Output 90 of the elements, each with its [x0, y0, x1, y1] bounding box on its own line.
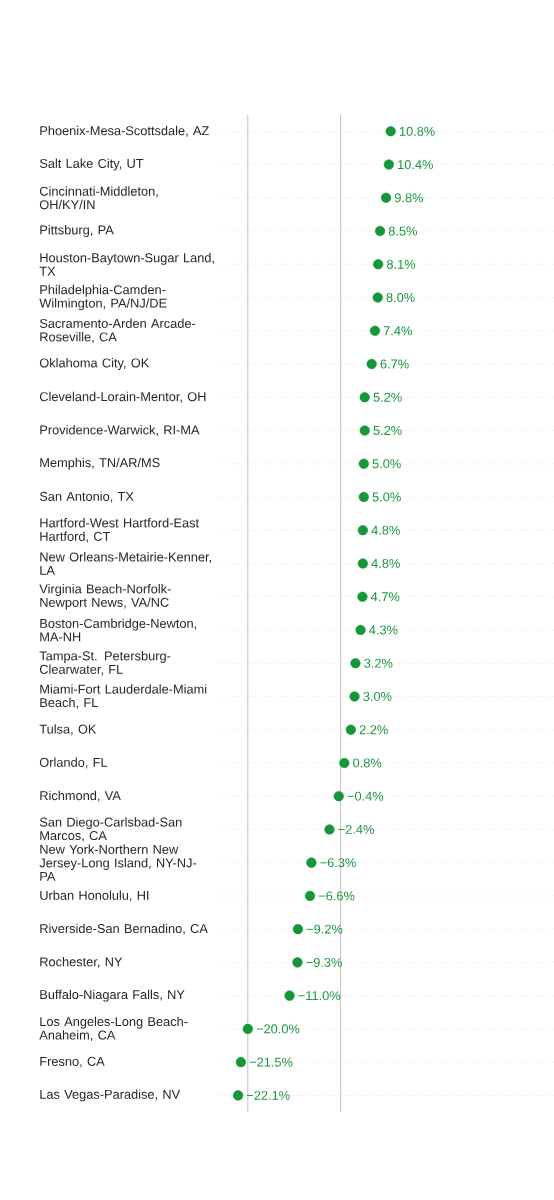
point	[339, 757, 350, 769]
point	[369, 325, 380, 336]
data-label: 5.0%	[372, 459, 401, 469]
point	[235, 1057, 246, 1068]
data-label: 7.4%	[383, 326, 412, 336]
data-label: −21.5%	[249, 1057, 293, 1067]
data-label: 9.8%	[394, 193, 423, 203]
point	[355, 624, 366, 636]
y-tick-label: Pittsburg, PA	[40, 225, 114, 237]
data-label: −20.0%	[256, 1024, 300, 1034]
data-label: 8.1%	[386, 259, 415, 269]
data-label: −9.3%	[306, 957, 342, 967]
y-tick-label: Boston-Cambridge-Newton, MA-NH	[40, 618, 196, 642]
data-label: 8.5%	[388, 226, 417, 236]
y-tick-label: New Orleans-Metairie-Kenner, LA	[40, 552, 211, 575]
point	[372, 259, 384, 270]
point	[357, 525, 368, 536]
data-label: −9.2%	[306, 924, 343, 934]
point	[385, 126, 396, 137]
data-label: −0.4%	[347, 791, 384, 801]
y-tick-label: Rochester, NY	[40, 956, 123, 968]
point	[292, 957, 303, 968]
data-label: −22.1%	[246, 1090, 290, 1100]
y-tick-label: Cleveland-Lorain-Mentor, OH	[39, 391, 206, 403]
point	[383, 159, 394, 170]
y-tick-label: Phoenix-Mesa-Scottsdale, AZ	[40, 125, 209, 137]
data-label: 5.2%	[373, 425, 402, 436]
data-label: 8.0%	[386, 293, 415, 303]
data-label: 10.8%	[399, 126, 435, 136]
data-label: −6.3%	[320, 858, 356, 868]
y-tick-label: Virginia Beach-Norfolk-Newport News, VA/NC	[39, 584, 171, 610]
y-tick-label: Tampa-St. Petersburg-Clearwater, FL	[39, 651, 171, 676]
y-tick-label: Houston-Baytown-Sugar Land, TX	[39, 252, 214, 276]
y-tick-label: Riverside-San Bernadino, CA	[40, 923, 208, 935]
point	[359, 425, 370, 436]
y-tick-label: San Antonio, TX	[39, 491, 134, 503]
y-tick-label: Salt Lake City, UT	[39, 158, 144, 171]
y-tick-label: Cincinnati-Middleton, OH/KY/IN	[39, 186, 158, 210]
data-label: 10.4%	[397, 160, 433, 170]
y-tick-label: Sacramento-Arden Arcade-Roseville, CA	[39, 318, 196, 343]
point	[358, 491, 369, 503]
point	[350, 658, 361, 669]
point	[358, 458, 369, 469]
data-label: −11.0%	[298, 991, 341, 1001]
point	[304, 890, 315, 901]
data-label: 4.3%	[368, 625, 398, 635]
point	[357, 591, 368, 602]
point	[366, 358, 377, 370]
data-label: 0.8%	[352, 758, 382, 768]
y-tick-label: Urban Honolulu, HI	[40, 890, 149, 902]
point	[242, 1023, 253, 1034]
point	[292, 924, 303, 935]
y-tick-label: Fresno, CA	[40, 1056, 105, 1068]
data-label: 3.0%	[363, 691, 392, 701]
data-label: −6.6%	[318, 891, 355, 901]
point	[374, 225, 385, 237]
y-tick-label: New York-Northern New Jersey-Long Island, NY-NJ-PA	[39, 844, 197, 881]
point	[380, 192, 391, 203]
point	[359, 392, 370, 403]
y-tick-label: Orlando, FL	[39, 757, 107, 769]
point	[357, 558, 368, 569]
data-label: 4.7%	[370, 592, 400, 602]
data-label: 5.0%	[372, 492, 401, 502]
y-tick-label: Memphis, TN/AR/MS	[40, 457, 160, 470]
y-tick-label: Richmond, VA	[40, 790, 121, 802]
point	[306, 857, 317, 868]
data-label: 2.2%	[359, 725, 388, 735]
y-tick-label: Hartford-West Hartford-East Hartford, CT	[40, 518, 199, 543]
point	[345, 724, 356, 735]
y-tick-label: Oklahoma City, OK	[39, 358, 149, 370]
y-tick-label: Philadelphia-Camden-Wilmington, PA/NJ/DE	[39, 284, 167, 311]
y-tick-label: Miami-Fort Lauderdale-Miami Beach, FL	[40, 684, 207, 709]
y-tick-label: Las Vegas-Paradise, NV	[40, 1089, 180, 1102]
point	[284, 990, 295, 1001]
y-tick-label: Los Angeles-Long Beach-Anaheim, CA	[39, 1016, 188, 1042]
data-label: 4.8%	[371, 525, 400, 535]
point	[333, 791, 344, 802]
y-tick-label: Buffalo-Niagara Falls, NY	[40, 989, 185, 1002]
point	[232, 1090, 243, 1101]
data-label: 5.2%	[373, 392, 402, 402]
y-tick-label: Providence-Warwick, RI-MA	[40, 425, 200, 436]
point	[372, 292, 383, 303]
y-tick-label: San Diego-Carlsbad-San Marcos, CA	[39, 817, 182, 842]
data-label: 3.2%	[364, 658, 393, 668]
point	[324, 824, 335, 835]
y-tick-label: Tulsa, OK	[39, 724, 97, 736]
data-label: −2.4%	[338, 824, 374, 834]
data-label: 4.8%	[371, 558, 400, 568]
point	[349, 691, 360, 702]
data-label: 6.7%	[380, 359, 409, 369]
